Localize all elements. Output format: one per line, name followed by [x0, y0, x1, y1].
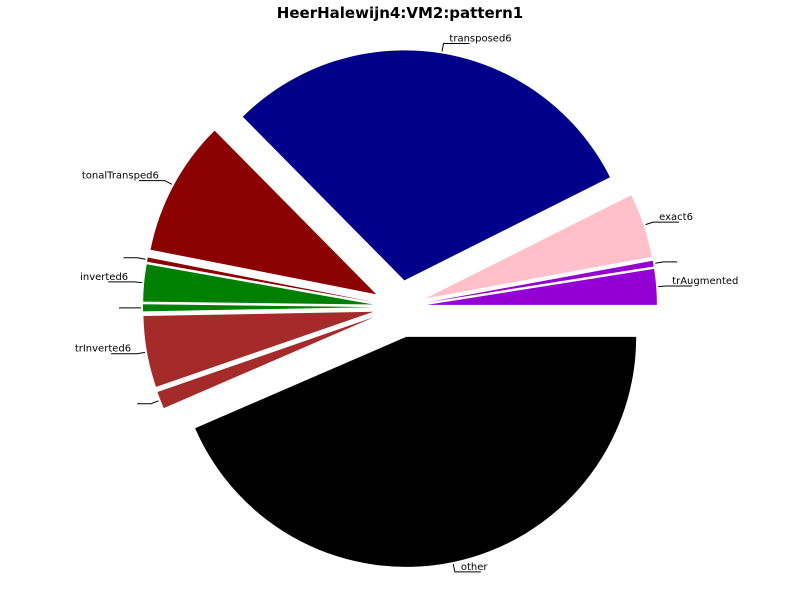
- pie-slice-unlabeled: [426, 260, 654, 303]
- pie-slice-unlabeled: [143, 304, 374, 312]
- pie-slice-exact6: [425, 195, 652, 299]
- label-leader-line: [658, 285, 693, 288]
- pie-slice-other: [195, 336, 637, 567]
- label-leader-line: [137, 400, 159, 405]
- label-leader-line: [123, 257, 146, 260]
- pie-slice-trinverted6: [143, 311, 374, 387]
- label-leader-line: [138, 180, 173, 185]
- label-leader-line: [452, 563, 481, 573]
- pie-slice-inverted6: [143, 264, 374, 305]
- label-leader-line: [645, 221, 680, 226]
- slice-label-exact6: exact6: [659, 212, 693, 223]
- slice-label-transposed6: transposed6: [449, 34, 511, 45]
- slice-label-trinverted6: trInverted6: [75, 344, 131, 355]
- label-leader-line: [441, 43, 470, 52]
- slice-label-inverted6: inverted6: [80, 272, 128, 283]
- pie-slice-unlabeled: [147, 257, 374, 303]
- label-leader-line: [655, 261, 678, 264]
- label-leader-line: [108, 281, 143, 284]
- pie-slice-transposed6: [242, 50, 610, 281]
- label-leader-line: [111, 351, 146, 355]
- pie-slice-unlabeled: [157, 316, 375, 409]
- slice-label-other: other: [461, 562, 489, 573]
- pie-slice-tonaltransped6: [150, 130, 377, 295]
- pie-slice-traugmented: [426, 268, 657, 305]
- slice-label-tonaltransped6: tonalTransped6: [82, 171, 159, 182]
- chart-title: HeerHalewijn4:VM2:pattern1: [277, 4, 523, 22]
- pie-labels: trAugmented exact6 transposed6 tonalTranspe…: [75, 34, 739, 573]
- slice-label-traugmented: trAugmented: [672, 276, 738, 287]
- pie-slices: [143, 50, 657, 567]
